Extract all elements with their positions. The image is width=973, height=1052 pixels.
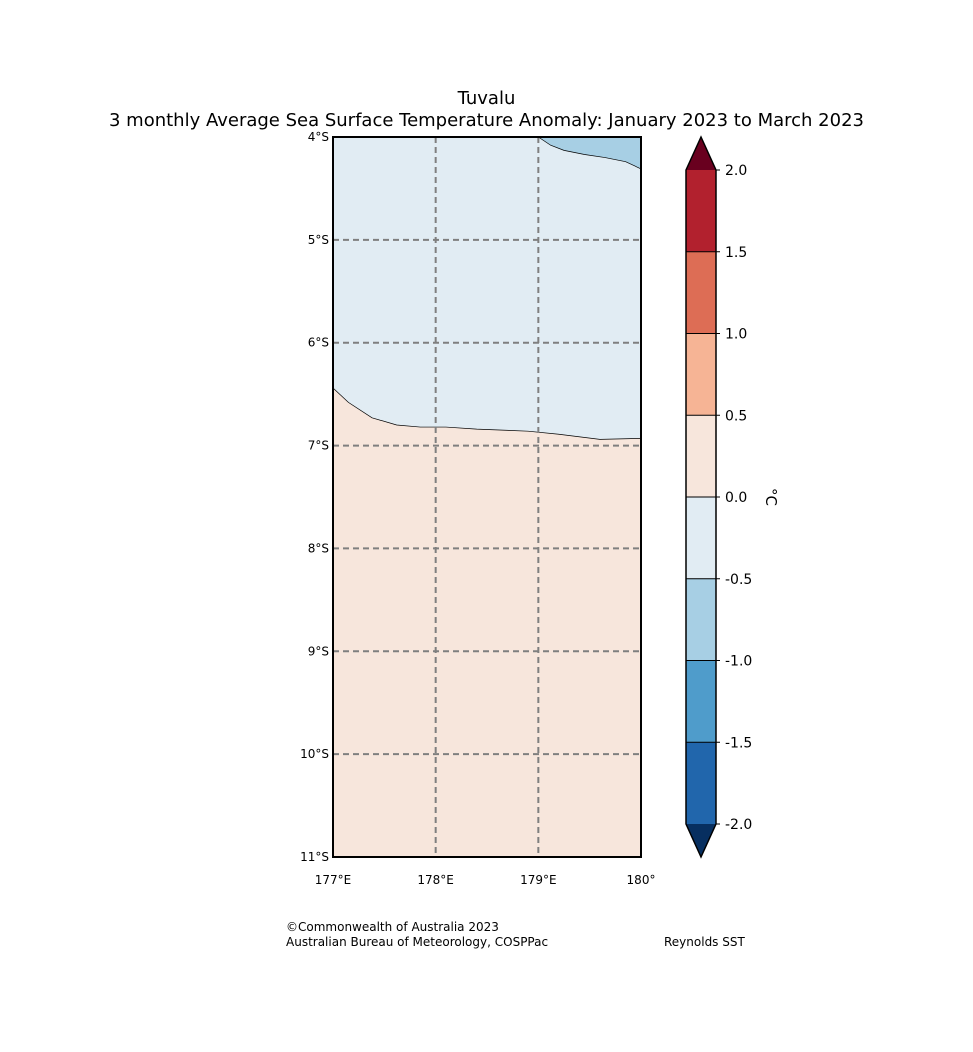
lat-tick-label: 6°S [308,336,329,350]
lat-tick-label: 11°S [300,850,329,864]
map-panel: 4°S 5°S 6°S 7°S 8°S 9°S 10°S 11°S 177°E 178°E 179°… [300,130,655,887]
colorbar-tick-label: 1.0 [725,327,747,343]
lat-tick-label: 9°S [308,644,329,658]
colorbar-bin--1.5-to--1.0 [686,660,716,743]
colorbar-bin-1.5-to-2.0 [686,170,716,252]
colorbar-bin--1.0-to--0.5 [686,578,716,661]
colorbar: -2.0 -1.5 -1.0 -0.5 0.0 0.5 1.0 1.5 2.0 °C [685,135,780,859]
anomaly-band-minus-0-5-to-0 [333,137,641,440]
lon-tick-label: 178°E [417,873,454,887]
colorbar-bin--2.0-to--1.5 [686,742,716,824]
colorbar-tick-label: -1.5 [725,735,752,751]
agency-line: Australian Bureau of Meteorology, COSPPa… [286,935,549,949]
copyright-credit: ©Commonwealth of Australia 2023 Australi… [286,920,548,950]
copyright-line: ©Commonwealth of Australia 2023 [286,920,499,934]
colorbar-over-extension [686,137,716,170]
colorbar-bin-0.0-to-0.5 [686,415,716,497]
lat-tick-label: 4°S [308,130,329,144]
lat-tick-label: 5°S [308,233,329,247]
anomaly-band-minus-1-to-minus-0-5 [538,137,641,169]
colorbar-tick-label: 0.0 [725,490,747,506]
map-frame [332,136,642,858]
colorbar-bin-0.5-to-1.0 [686,333,716,416]
colorbar-under-extension [686,824,716,857]
anomaly-band-minus-0-5-to-0-contour-line [332,387,642,440]
data-source-credit: Reynolds SST [664,935,745,949]
lat-tick-label: 8°S [308,541,329,555]
colorbar-tick-label: -2.0 [725,817,752,833]
colorbar-bin-1.0-to-1.5 [686,251,716,334]
lat-tick-label: 10°S [300,747,329,761]
lon-tick-label: 180° [627,873,656,887]
anomaly-band-minus-1-to-minus-0-5-contour-line [538,136,642,170]
colorbar-tick-label: 0.5 [725,408,747,424]
map-title: Tuvalu [457,88,516,109]
colorbar-tick-label: 2.0 [725,163,747,179]
colorbar-bin--0.5-to-0.0 [686,497,716,579]
lon-tick-label: 177°E [315,873,352,887]
colorbar-tick-label: 1.5 [725,245,747,261]
lon-tick-label: 179°E [520,873,557,887]
colorbar-tick-label: -1.0 [725,654,752,670]
map-subtitle: 3 monthly Average Sea Surface Temperatur… [108,110,864,131]
lat-tick-label: 7°S [308,439,329,453]
colorbar-unit-label: °C [762,488,780,506]
colorbar-tick-label: -0.5 [725,572,752,588]
